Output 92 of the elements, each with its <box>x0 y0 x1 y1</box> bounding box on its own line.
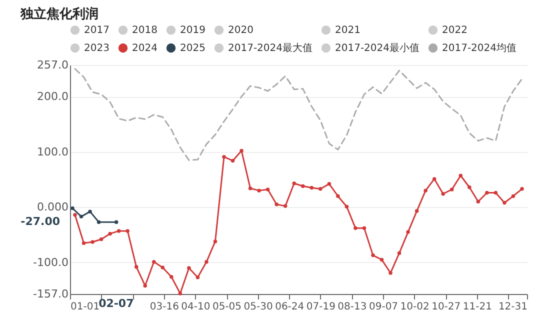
point <box>476 200 480 204</box>
point <box>450 188 454 192</box>
x-tick-label: 07-19 <box>306 302 336 312</box>
point <box>520 187 524 191</box>
point <box>468 185 472 190</box>
x-tick-label: 06-24 <box>275 302 304 312</box>
point <box>414 209 419 213</box>
y-tick-label: 100.0 <box>37 145 68 158</box>
point <box>432 177 436 181</box>
x-tick-label: 01-01 <box>70 302 100 312</box>
legend-label: 2018 <box>132 25 158 36</box>
point <box>82 241 86 245</box>
x-tick-label: 08-13 <box>338 302 367 312</box>
point <box>178 292 182 296</box>
point <box>511 194 516 198</box>
point <box>327 182 332 186</box>
point <box>406 230 410 234</box>
point <box>344 204 349 208</box>
x-tick-label: 11-21 <box>462 302 492 312</box>
point <box>196 276 200 280</box>
point <box>441 192 445 196</box>
point <box>96 220 101 224</box>
point <box>397 251 402 255</box>
y-tick-label: -100.0 <box>33 256 68 269</box>
legend-label: 2017-2024最小值 <box>335 42 420 54</box>
point <box>213 240 218 244</box>
y-tick-label: 0.000 <box>37 200 68 214</box>
point <box>388 271 392 275</box>
legend-label: 2024 <box>132 43 158 54</box>
x-tick-label: 09-07 <box>368 302 398 312</box>
point <box>116 229 121 233</box>
y-tick-label: 257.0 <box>37 58 68 72</box>
point <box>257 188 261 192</box>
legend-label: 2020 <box>228 25 254 36</box>
point <box>318 187 322 191</box>
x-tick-label: 05-30 <box>244 302 273 312</box>
point <box>283 204 288 208</box>
x-tick-label: 10-02 <box>400 302 430 312</box>
point <box>230 158 235 163</box>
point <box>292 182 296 186</box>
x-tick-label: 04-10 <box>181 302 210 312</box>
point <box>362 226 366 230</box>
point <box>152 260 156 264</box>
point <box>485 190 489 195</box>
point <box>424 188 428 192</box>
point <box>274 202 278 206</box>
y-tick-label: 200.0 <box>37 90 68 104</box>
point <box>458 174 463 178</box>
text: 02-07 <box>98 297 134 310</box>
legend-label: 2022 <box>442 25 468 36</box>
legend-label: 2025 <box>180 43 206 54</box>
legend-label: 2017-2024最大值 <box>228 42 313 54</box>
point <box>354 226 358 230</box>
x-tick-label: 05-05 <box>212 302 242 312</box>
point <box>90 240 94 244</box>
point <box>380 258 384 262</box>
point <box>187 266 191 270</box>
point <box>79 214 84 218</box>
y-tick-label: -157.0 <box>33 288 68 300</box>
point <box>222 154 226 159</box>
legend-label: 2019 <box>180 25 206 36</box>
point <box>99 237 104 242</box>
line-series <box>74 68 523 161</box>
x-tick-label: 03-16 <box>150 302 179 312</box>
point <box>248 186 252 190</box>
point <box>88 210 92 214</box>
point <box>204 260 208 264</box>
legend-label: 2021 <box>335 25 360 36</box>
x-tick-label: 12-31 <box>498 302 528 312</box>
legend-label: 2023 <box>84 43 110 54</box>
point <box>73 213 77 217</box>
point <box>336 194 340 198</box>
point <box>502 200 506 205</box>
point <box>70 206 74 210</box>
point <box>240 148 244 153</box>
legend-label: 2017 <box>84 25 110 36</box>
point <box>160 266 165 270</box>
point <box>170 274 174 279</box>
point <box>301 184 305 188</box>
point <box>108 232 112 236</box>
point <box>126 229 130 233</box>
point <box>266 188 270 192</box>
point <box>134 265 138 269</box>
text: -27.00 <box>20 215 60 228</box>
legend-label: 2017-2024均值 <box>442 42 517 54</box>
point <box>114 220 118 224</box>
x-tick-label: 10-27 <box>432 302 461 312</box>
chart-title: 独立焦化利润 <box>20 6 99 22</box>
point <box>371 253 375 258</box>
point <box>310 186 314 190</box>
point <box>143 284 147 288</box>
point <box>494 190 498 195</box>
